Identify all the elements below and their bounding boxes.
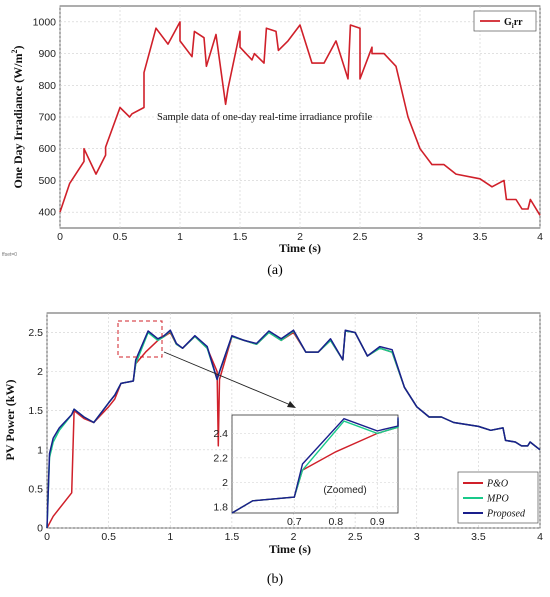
plot-b-legend-rows: P&O MPO Proposed xyxy=(463,479,526,520)
plot-a-x-tick-label: 0 xyxy=(57,231,63,243)
zoom-arrowhead xyxy=(287,401,296,408)
plot-a-x-tick-label: 1.5 xyxy=(233,231,248,243)
plot-a-x-tick-label: 3 xyxy=(417,231,423,243)
plot-b-y-tick-label: 1 xyxy=(37,444,43,456)
inset-note: (Zoomed) xyxy=(323,485,366,496)
caption-b: (b) xyxy=(267,572,284,587)
legend-rest: rr xyxy=(514,17,523,28)
plot-a-y-tick-label: 400 xyxy=(38,207,56,219)
plot-a-y-ticks: 400 500 600 700 800 900 1000 xyxy=(33,16,57,218)
plot-a-x-tick-label: 0.5 xyxy=(113,231,128,243)
y-label-main: One Day Irradiance (W/m xyxy=(11,54,25,189)
inset-plot: 0.7 0.8 0.9 1.8 2 2.2 2.4 (Zoomed) xyxy=(213,414,399,528)
plot-b-y-tick-label: 2 xyxy=(37,366,43,378)
plot-a-annotation: Sample data of one-day real-time irradia… xyxy=(157,112,372,123)
plot-a-x-tick-label: 2 xyxy=(297,231,303,243)
plot-a-y-tick-label: 500 xyxy=(38,175,56,187)
inset-y-tick-label: 2.2 xyxy=(213,452,228,464)
plot-a-legend: Girr xyxy=(473,10,537,32)
plot-a-y-tick-label: 800 xyxy=(38,80,56,92)
plot-b-x-tick-label: 2 xyxy=(291,531,297,543)
legend-label: MPO xyxy=(486,494,509,505)
legend-main: G xyxy=(504,17,512,28)
inset-proposed-line xyxy=(231,417,399,514)
plot-b-x-tick-label: 0.5 xyxy=(101,531,116,543)
inset-x-tick-label: 0.7 xyxy=(287,516,302,528)
plot-a-x-tick-label: 3.5 xyxy=(473,231,488,243)
caption-a: (a) xyxy=(267,263,283,278)
plot-a-y-tick-label: 600 xyxy=(38,143,56,155)
plot-b-y-tick-label: 0 xyxy=(37,523,43,535)
plot-b-x-tick-label: 3.5 xyxy=(471,531,486,543)
inset-x-tick-label: 0.8 xyxy=(328,516,343,528)
plot-b-legend: P&O MPO Proposed xyxy=(457,471,539,524)
y-label-sup: 2 xyxy=(10,50,19,54)
y-label-close: ) xyxy=(11,46,25,50)
plot-a-x-tick-label: 4 xyxy=(537,231,543,243)
zoom-region-marker xyxy=(117,320,163,358)
inset-y-tick-label: 2.4 xyxy=(213,428,228,440)
plot-a-y-tick-label: 900 xyxy=(38,48,56,60)
plot-a-y-tick-label: 1000 xyxy=(33,16,57,28)
plot-a-x-tick-label: 2.5 xyxy=(353,231,368,243)
inset-y-ticks: 1.8 2 2.2 2.4 xyxy=(213,428,228,514)
plot-a-x-label: Time (s) xyxy=(279,241,321,255)
stray-label: ffset=0 xyxy=(2,252,17,258)
legend-sub: i xyxy=(512,22,514,30)
plot-b-x-tick-label: 3 xyxy=(414,531,420,543)
panel-b: 0 0.5 1 1.5 2 2.5 3 3.5 4 0 0.5 1 1.5 2 2.5 0.7 0.8 0.9… xyxy=(3,312,543,587)
plot-a-y-label: One Day Irradiance (W/m2) xyxy=(10,46,25,189)
plot-b-x-tick-label: 0 xyxy=(44,531,50,543)
legend-label: P&O xyxy=(486,479,508,490)
plot-b-x-tick-label: 2.5 xyxy=(348,531,363,543)
plot-b-y-tick-label: 2.5 xyxy=(28,327,43,339)
plot-a-legend-box xyxy=(473,10,537,32)
plot-b-y-label: PV Power (kW) xyxy=(3,380,17,461)
zoom-arrow xyxy=(163,351,294,407)
plot-a-y-tick-label: 700 xyxy=(38,112,56,124)
plot-b-y-ticks: 0 0.5 1 1.5 2 2.5 xyxy=(28,327,43,534)
girr-series-line xyxy=(59,21,541,216)
inset-y-tick-label: 1.8 xyxy=(213,501,228,513)
plot-b-y-tick-label: 0.5 xyxy=(28,483,43,495)
proposed-series-line xyxy=(46,329,541,529)
plot-b-x-tick-label: 1 xyxy=(167,531,173,543)
plot-b-x-ticks: 0 0.5 1 1.5 2 2.5 3 3.5 4 xyxy=(44,531,543,543)
inset-y-tick-label: 2 xyxy=(222,477,228,489)
plot-b-x-label: Time (s) xyxy=(269,542,311,556)
inset-x-ticks: 0.7 0.8 0.9 xyxy=(287,516,385,528)
plot-a-x-tick-label: 1 xyxy=(177,231,183,243)
plot-b-x-tick-label: 1.5 xyxy=(225,531,240,543)
plot-b-x-tick-label: 4 xyxy=(537,531,543,543)
plot-b-y-tick-label: 1.5 xyxy=(28,405,43,417)
panel-a: 0 0.5 1 1.5 2 2.5 3 3.5 4 400 500 600 700 800 900 1000… xyxy=(2,5,543,278)
plot-a-grid xyxy=(59,6,541,228)
inset-x-tick-label: 0.9 xyxy=(370,516,385,528)
legend-label: Proposed xyxy=(486,509,526,520)
plot-a-x-ticks: 0 0.5 1 1.5 2 2.5 3 3.5 4 xyxy=(57,231,543,243)
plot-a-legend-label: Girr xyxy=(504,17,523,30)
